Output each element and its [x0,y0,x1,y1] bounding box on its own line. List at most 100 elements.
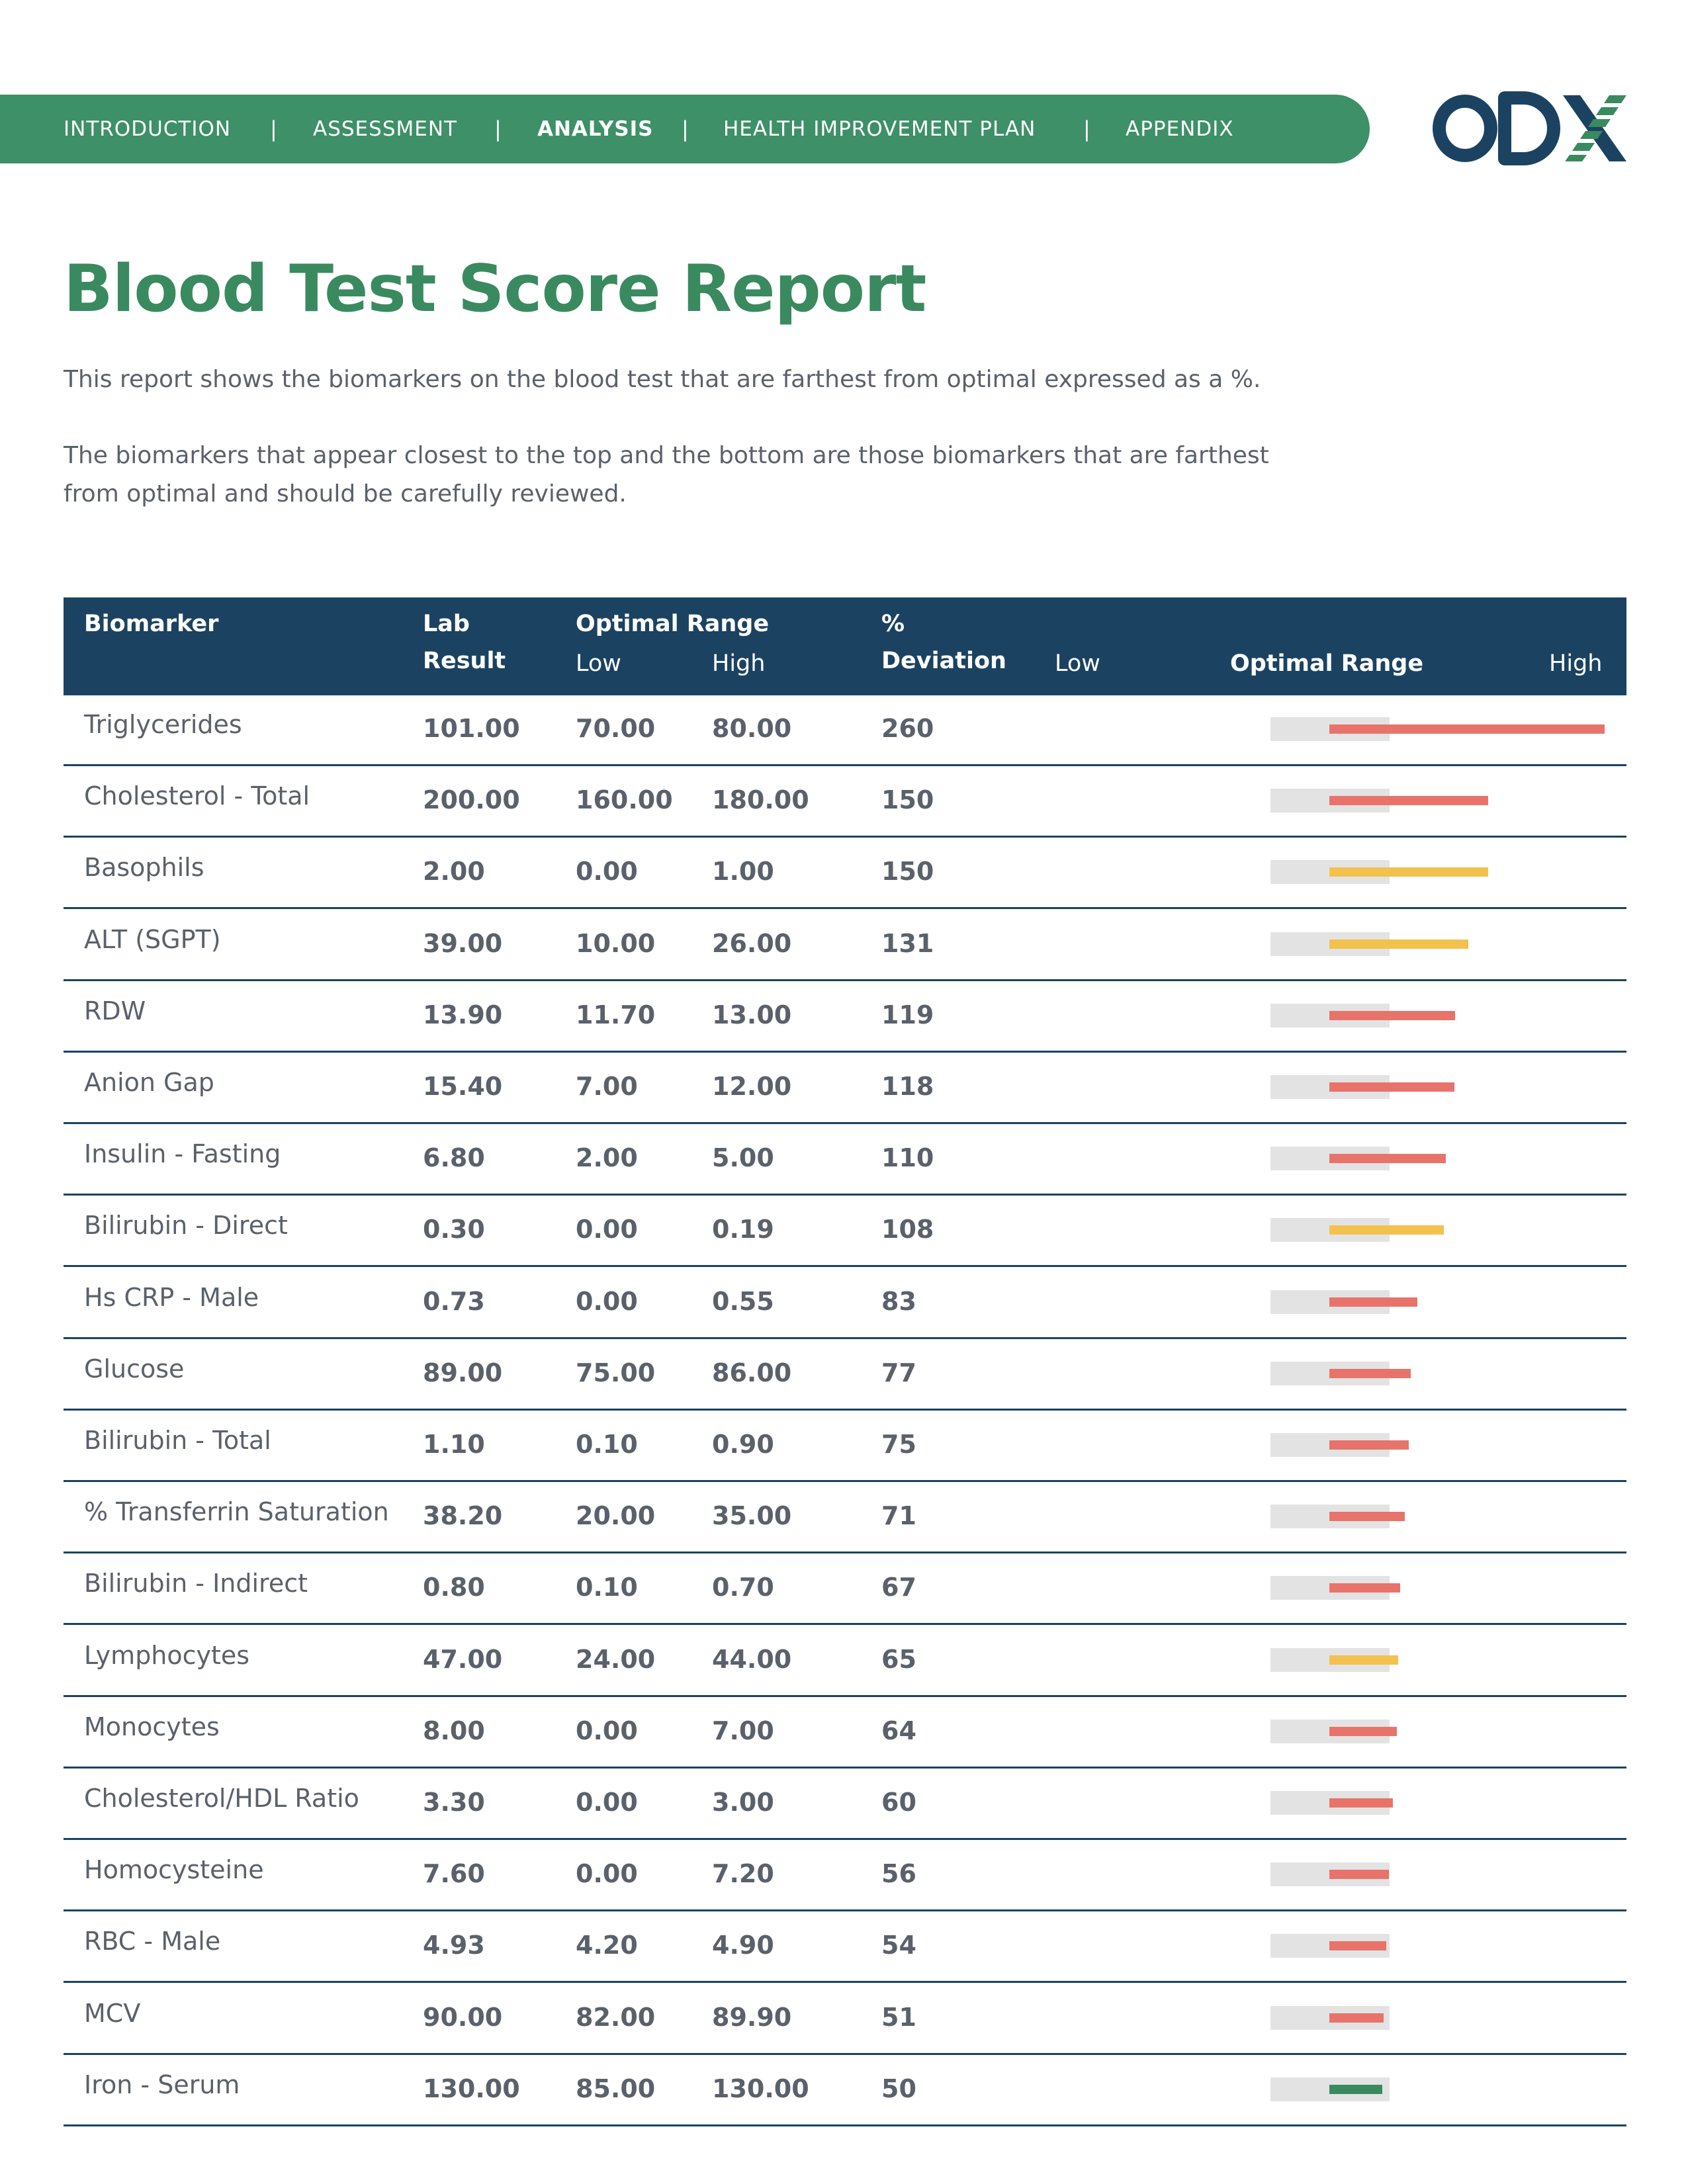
table-row: Basophils 2.00 0.00 1.00 150 [64,838,1626,909]
nav-assessment[interactable]: ASSESSMENT [313,117,457,141]
deviation-bar [1329,1154,1446,1163]
biomarker-name: % Transferrin Saturation [84,1497,389,1526]
table-row: MCV 90.00 82.00 89.90 51 [64,1984,1626,2055]
header-chart-high: High [1549,650,1603,677]
optimal-low: 0.00 [576,857,638,886]
intro-paragraph-2-line-1: The biomarkers that appear closest to th… [64,442,1269,469]
optimal-high: 35.00 [712,1501,792,1530]
percent-deviation: 110 [881,1143,934,1172]
deviation-bar [1329,1727,1397,1736]
optimal-high: 26.00 [712,929,792,958]
lab-result: 130.00 [423,2074,520,2103]
optimal-high: 12.00 [712,1072,792,1101]
header-result: Result [423,648,506,674]
table-row: Cholesterol - Total 200.00 160.00 180.00 150 [64,767,1626,838]
optimal-high: 89.90 [712,2003,792,2032]
nav-separator: | [1083,116,1090,142]
optimal-low: 4.20 [576,1931,638,1960]
deviation-bar [1329,2013,1384,2023]
table-row: % Transferrin Saturation 38.20 20.00 35.00 7… [64,1483,1626,1553]
optimal-low: 0.00 [576,1215,638,1244]
section-nav-bar: INTRODUCTION | ASSESSMENT | ANALYSIS | H… [0,95,1370,163]
deviation-bar [1329,1011,1455,1020]
deviation-bar [1329,1082,1454,1092]
lab-result: 0.80 [423,1573,485,1602]
biomarker-name: ALT (SGPT) [84,925,221,954]
nav-separator: | [494,116,502,142]
deviation-bar [1329,1297,1417,1307]
optimal-high: 180.00 [712,785,809,814]
optimal-low: 0.00 [576,1287,638,1316]
optimal-high: 4.90 [712,1931,774,1960]
header-high: High [712,650,766,677]
optimal-high: 0.90 [712,1430,774,1459]
table-row: Triglycerides 101.00 70.00 80.00 260 [64,695,1626,766]
deviation-bar [1329,1583,1400,1593]
optimal-high: 44.00 [712,1645,792,1674]
optimal-low: 10.00 [576,929,656,958]
biomarker-name: Glucose [84,1354,185,1383]
optimal-high: 13.00 [712,1000,792,1029]
lab-result: 0.73 [423,1287,485,1316]
page-title: Blood Test Score Report [64,251,926,327]
deviation-bar [1329,1440,1409,1450]
biomarker-name: Hs CRP - Male [84,1283,259,1312]
lab-result: 4.93 [423,1931,485,1960]
header-chart-optimal-range: Optimal Range [1230,650,1424,677]
percent-deviation: 67 [881,1573,916,1602]
biomarker-name: Iron - Serum [84,2070,240,2099]
lab-result: 47.00 [423,1645,503,1674]
biomarker-name: Homocysteine [84,1855,264,1884]
lab-result: 1.10 [423,1430,485,1459]
biomarker-name: Anion Gap [84,1068,214,1097]
percent-deviation: 75 [881,1430,916,1459]
biomarker-name: Monocytes [84,1712,220,1741]
optimal-high: 3.00 [712,1788,774,1817]
deviation-bar [1329,724,1605,734]
percent-deviation: 65 [881,1645,916,1674]
table-row: Monocytes 8.00 0.00 7.00 64 [64,1698,1626,1769]
lab-result: 7.60 [423,1859,485,1888]
nav-appendix[interactable]: APPENDIX [1126,117,1234,141]
deviation-bar [1329,867,1488,877]
optimal-low: 0.00 [576,1716,638,1745]
table-row: Lymphocytes 47.00 24.00 44.00 65 [64,1626,1626,1697]
table-row: Anion Gap 15.40 7.00 12.00 118 [64,1053,1626,1124]
biomarker-name: Basophils [84,853,204,882]
table-row: Hs CRP - Male 0.73 0.00 0.55 83 [64,1268,1626,1339]
nav-health-improvement-plan[interactable]: HEALTH IMPROVEMENT PLAN [723,117,1036,141]
nav-introduction[interactable]: INTRODUCTION [64,117,232,141]
optimal-low: 11.70 [576,1000,656,1029]
table-header: Biomarker Lab Result Optimal Range Low H… [64,597,1626,695]
table-row: Bilirubin - Indirect 0.80 0.10 0.70 67 [64,1554,1626,1625]
lab-result: 2.00 [423,857,485,886]
biomarker-name: RBC - Male [84,1927,221,1956]
nav-separator: | [682,116,689,142]
deviation-bar [1329,1655,1398,1665]
optimal-low: 20.00 [576,1501,656,1530]
table-row: Cholesterol/HDL Ratio 3.30 0.00 3.00 60 [64,1769,1626,1840]
table-row: Insulin - Fasting 6.80 2.00 5.00 110 [64,1125,1626,1196]
percent-deviation: 131 [881,929,934,958]
header-chart-low: Low [1055,650,1100,677]
percent-deviation: 150 [881,857,934,886]
optimal-low: 160.00 [576,785,673,814]
percent-deviation: 119 [881,1000,934,1029]
nav-separator: | [270,116,277,142]
header-deviation: Deviation [881,648,1006,674]
lab-result: 0.30 [423,1215,485,1244]
deviation-bar [1329,1369,1411,1378]
percent-deviation: 56 [881,1859,916,1888]
deviation-bar [1329,1870,1389,1879]
lab-result: 6.80 [423,1143,485,1172]
table-row: RDW 13.90 11.70 13.00 119 [64,982,1626,1053]
optimal-high: 7.20 [712,1859,774,1888]
optimal-high: 0.19 [712,1215,774,1244]
optimal-high: 130.00 [712,2074,809,2103]
deviation-bar [1329,2085,1382,2094]
percent-deviation: 71 [881,1501,916,1530]
table-row: ALT (SGPT) 39.00 10.00 26.00 131 [64,910,1626,981]
nav-analysis[interactable]: ANALYSIS [537,117,654,141]
header-percent: % [881,611,905,637]
optimal-high: 0.70 [712,1573,774,1602]
